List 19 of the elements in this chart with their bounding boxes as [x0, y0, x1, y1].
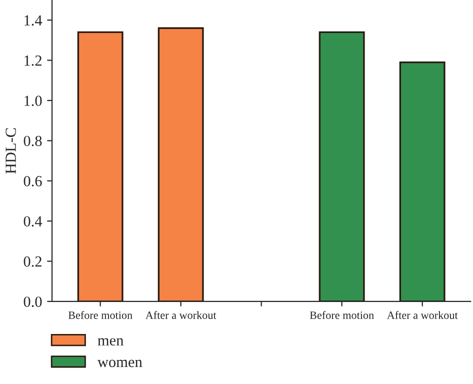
y-tick-label: 1.2 [24, 55, 42, 66]
x-tick-label: Before motion [310, 311, 374, 319]
y-tick-label: 1.0 [24, 96, 42, 106]
x-tick-label: Before motion [68, 311, 132, 319]
legend-label: men [98, 338, 124, 346]
bar [318, 31, 365, 302]
y-tick-label: 0.6 [24, 176, 42, 186]
x-tick-label: After a workout [145, 311, 216, 319]
bar [399, 61, 446, 302]
y-axis-title: HDL-C [6, 128, 16, 174]
bar [158, 27, 204, 302]
x-tick-label: After a workout [386, 311, 458, 319]
y-tick-label: 0.4 [24, 216, 42, 227]
y-tick-label: 0.8 [24, 136, 42, 146]
y-tick-label: 1.4 [24, 15, 42, 26]
legend-label: women [97, 360, 142, 368]
y-tick-label: 0.2 [24, 256, 42, 267]
bar [77, 31, 124, 302]
y-tick-label: 0.0 [24, 296, 42, 307]
